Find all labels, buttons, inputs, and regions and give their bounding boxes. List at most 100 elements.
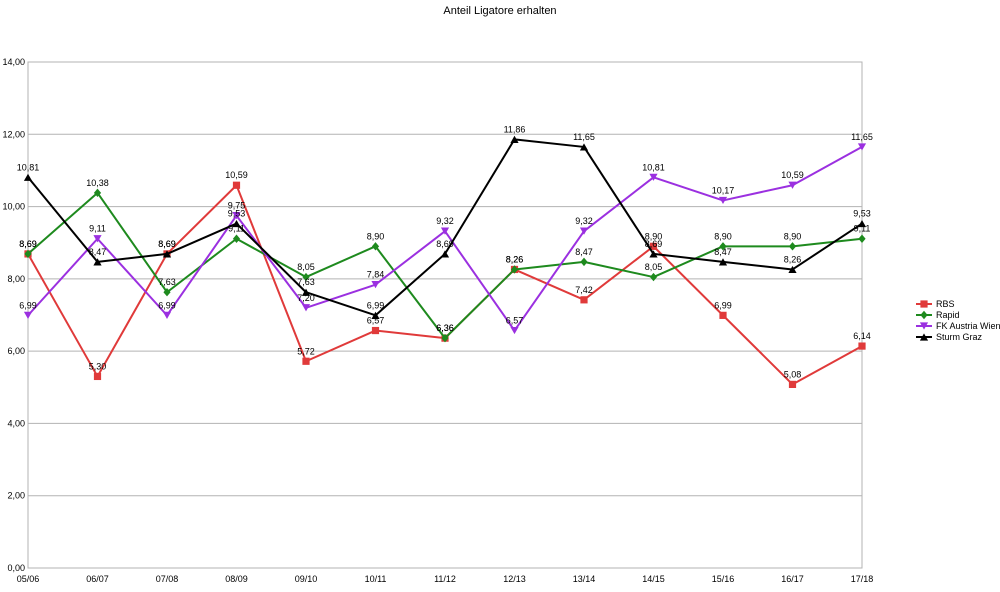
data-point [232,181,241,189]
legend-item: RBS [916,299,955,309]
data-point [440,250,450,258]
data-point [441,333,449,343]
gridlines [28,61,862,569]
data-label: 9,32 [575,216,593,226]
data-label: 9,53 [853,209,871,219]
x-tick-label: 12/13 [503,574,526,584]
data-point [371,311,380,319]
legend-label: Sturm Graz [936,332,983,342]
y-tick-label: 12,00 [2,129,25,139]
data-label: 10,17 [712,185,735,195]
data-point [301,304,311,312]
x-tick-label: 14/15 [642,574,665,584]
legend-label: FK Austria Wien [936,321,1000,331]
data-point [302,272,310,282]
data-label: 8,47 [89,247,107,257]
x-tick-label: 17/18 [851,574,874,584]
legend-swatch-marker [920,310,928,320]
data-label: 8,47 [714,247,732,257]
legend-swatch-marker [919,322,929,330]
data-label: 8,69 [436,239,454,249]
data-label: 9,11 [228,224,245,234]
data-point [93,235,102,243]
data-label: 7,63 [158,277,176,287]
data-label: 10,81 [17,162,40,172]
legend-swatch-marker [920,300,928,308]
x-tick-label: 10/11 [365,574,387,584]
data-label: 8,26 [506,254,524,264]
legend-label: RBS [936,299,955,309]
data-point [232,234,241,243]
y-tick-label: 8,00 [7,274,25,284]
axes: 0,00 2,00 4,00 6,00 8,00 10,00 12,00 14,00 05/06… [2,57,873,584]
y-tick-label: 10,00 [2,202,25,212]
data-label: 9,75 [228,201,246,211]
series-line [23,135,867,319]
series-path [27,184,863,386]
data-label: 7,42 [575,285,593,295]
data-point [788,242,797,251]
legend-item: FK Austria Wien [916,321,1000,331]
data-point [23,311,33,319]
data-point [302,357,310,365]
data-point [857,219,867,228]
data-label: 6,36 [436,323,454,333]
data-point [788,181,797,189]
data-point [510,135,519,143]
data-label: 6,57 [506,316,524,326]
data-label: 8,90 [645,231,663,241]
data-label: 6,14 [853,331,871,341]
legend-item: Rapid [916,310,960,320]
data-point [163,288,171,297]
series-path [27,138,863,317]
y-tick-label: 4,00 [7,418,25,428]
data-label: 6,99 [158,300,176,310]
data-point [649,173,658,181]
data-label: 6,99 [714,300,732,310]
data-label: 10,59 [781,170,804,180]
data-label: 8,26 [784,254,802,264]
x-tick-label: 15/16 [712,574,735,584]
data-label: 11,65 [851,132,873,142]
data-point [232,219,241,228]
x-tick-label: 09/10 [295,574,318,584]
data-label: 10,81 [642,162,665,172]
data-label: 8,90 [367,231,385,241]
data-point [23,173,33,181]
data-point [93,188,102,198]
chart-title: Anteil Ligatore erhalten [443,5,556,17]
data-label: 9,53 [228,209,246,219]
x-tick-label: 07/08 [156,574,179,584]
data-point [371,326,380,335]
data-label: 8,69 [158,239,176,249]
x-tick-label: 05/06 [17,574,40,584]
data-label: 7,84 [367,270,385,280]
data-point [649,272,658,282]
data-label: 10,38 [86,178,109,188]
data-labels: 8,69 5,30 8,69 10,59 5,72 6,57 6,36 8,26 7,42 8,9… [17,124,873,379]
legend-item: Sturm Graz [916,332,983,342]
data-point [858,234,866,243]
data-point [232,212,241,220]
data-label: 6,99 [367,300,385,310]
plot-area-border [27,61,863,569]
data-label: 5,08 [784,369,802,379]
data-point [162,250,172,258]
x-tick-label: 06/07 [86,574,109,584]
data-point [719,242,727,251]
series-line [24,181,866,388]
data-point [580,296,588,304]
data-label: 5,30 [89,361,107,371]
data-point [579,227,589,235]
data-label: 8,05 [645,262,663,272]
data-label: 9,11 [89,224,106,234]
data-point [719,311,727,319]
data-label: 6,57 [367,316,385,326]
data-point [718,196,728,205]
x-tick-label: 08/09 [225,574,248,584]
data-point [649,242,658,250]
legend-label: Rapid [936,310,960,320]
series-line [23,143,867,335]
